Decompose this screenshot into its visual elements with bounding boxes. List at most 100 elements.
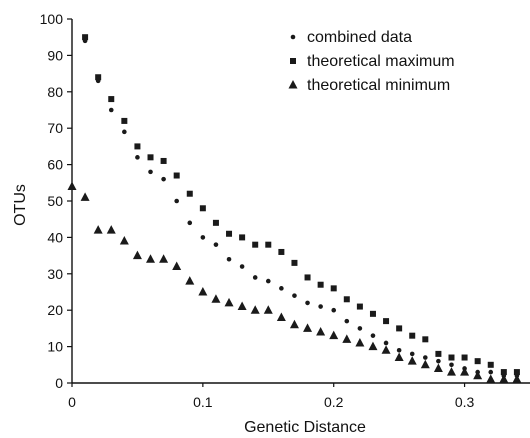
data-point-triangle (80, 192, 90, 201)
legend-item: theoretical maximum (290, 53, 455, 70)
data-point-triangle (512, 374, 522, 383)
y-tick-label: 40 (47, 229, 63, 245)
data-point-circle (383, 340, 389, 346)
data-point-triangle (316, 327, 326, 336)
data-point-triangle (499, 374, 509, 383)
legend-label: theoretical minimum (307, 77, 450, 94)
data-point-square (212, 219, 219, 226)
data-point-circle (370, 333, 376, 338)
data-point-square (173, 172, 180, 179)
data-point-triangle (329, 330, 339, 340)
y-tick-label: 90 (47, 47, 63, 63)
x-axis-ticks: 0 0.1 0.2 0.3 (68, 383, 475, 410)
data-point-circle (265, 278, 271, 284)
data-point-square (317, 281, 324, 288)
data-point-circle (200, 235, 206, 240)
data-point-square (108, 96, 115, 103)
data-point-triangle (250, 305, 260, 314)
data-point-triangle (433, 363, 443, 372)
y-tick-label: 100 (40, 11, 64, 27)
data-point-circle (423, 355, 428, 360)
data-point-square (383, 318, 390, 325)
legend-item: combined data (290, 29, 412, 46)
data-point-circle (409, 351, 415, 357)
data-point-triangle (355, 337, 365, 347)
data-point-circle (318, 304, 323, 309)
data-point-square (422, 336, 429, 343)
data-point-triangle (172, 261, 182, 271)
data-point-triangle (93, 225, 103, 234)
data-point-triangle (132, 250, 142, 260)
data-point-triangle (185, 276, 195, 285)
data-point-circle (122, 129, 127, 135)
data-point-triangle (486, 374, 496, 383)
data-point-triangle (368, 341, 378, 351)
x-tick-label: 0 (68, 394, 76, 410)
data-point-triangle (420, 359, 430, 369)
data-point-triangle (394, 352, 404, 362)
data-point-circle (108, 107, 114, 113)
y-axis-ticks: 0 10 20 30 40 50 60 70 80 90 100 (40, 11, 72, 391)
data-point-circle (396, 347, 402, 353)
data-point-triangle (106, 225, 116, 234)
data-point-circle (135, 155, 140, 160)
y-axis-label: OTUs (12, 184, 29, 226)
data-point-square (369, 310, 376, 317)
data-point-triangle (159, 254, 169, 263)
data-point-triangle (263, 305, 273, 314)
data-points (67, 34, 522, 383)
data-point-triangle (237, 301, 247, 311)
data-point-triangle (381, 345, 391, 354)
x-tick-label: 0.2 (324, 394, 344, 410)
data-point-triangle (276, 312, 286, 321)
legend-marker-square (290, 58, 296, 64)
data-point-square (226, 230, 233, 237)
data-point-square (343, 296, 350, 303)
series-triangle (67, 181, 522, 383)
data-point-square (239, 234, 246, 241)
data-point-square (500, 369, 507, 376)
data-point-circle (305, 300, 310, 306)
data-point-square (461, 354, 468, 361)
data-point-circle (213, 242, 219, 247)
data-point-triangle (224, 297, 234, 307)
data-point-circle (449, 362, 454, 368)
data-point-circle (187, 220, 193, 226)
data-point-circle (239, 264, 245, 269)
data-point-square (82, 34, 89, 41)
data-point-circle (344, 318, 350, 324)
y-tick-label: 70 (47, 120, 63, 136)
data-point-triangle (146, 254, 156, 263)
data-point-square (448, 354, 455, 361)
y-tick-label: 50 (47, 193, 63, 209)
data-point-square (291, 259, 298, 266)
data-point-square (252, 241, 259, 248)
data-point-square (95, 74, 102, 81)
data-point-circle (161, 176, 166, 182)
data-point-circle (174, 198, 179, 204)
data-point-square (160, 157, 167, 164)
data-point-circle (357, 326, 363, 331)
data-point-triangle (119, 236, 129, 245)
data-point-circle (436, 358, 441, 364)
data-point-circle (292, 293, 297, 298)
legend-item: theoretical minimum (288, 77, 450, 94)
x-axis-label: Genetic Distance (244, 419, 366, 436)
y-tick-label: 10 (47, 339, 63, 355)
data-point-square (278, 248, 285, 255)
data-point-square (186, 190, 193, 197)
data-point-square (396, 325, 403, 332)
y-tick-label: 20 (47, 302, 63, 318)
data-point-square (199, 205, 206, 212)
data-point-square (513, 369, 520, 376)
data-point-square (265, 241, 272, 248)
data-point-square (330, 285, 337, 292)
data-point-square (474, 358, 481, 365)
data-point-circle (488, 369, 494, 375)
data-point-square (121, 117, 128, 124)
data-point-triangle (473, 370, 483, 380)
data-point-square (435, 350, 442, 357)
x-tick-label: 0.1 (193, 394, 213, 410)
data-point-square (147, 154, 154, 161)
